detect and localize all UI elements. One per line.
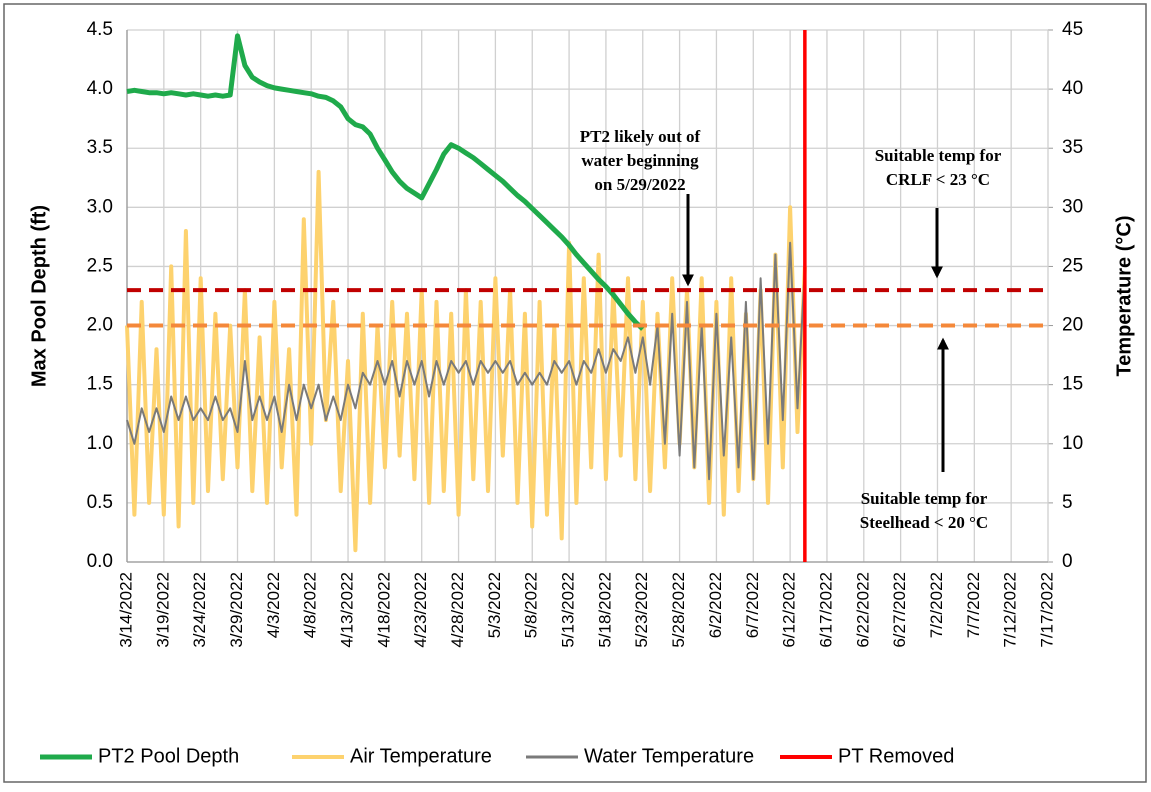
- y-tick-label: 2.0: [87, 315, 113, 336]
- x-tick-label: 6/12/2022: [780, 572, 799, 648]
- y-tick-label: 0.0: [87, 551, 113, 572]
- x-tick-label: 6/17/2022: [816, 572, 835, 648]
- legend: PT2 Pool Depth Air Temperature Water Tempe…: [40, 745, 954, 767]
- annotation: Suitable temp for: [875, 146, 1002, 165]
- y-tick-label: 4.5: [87, 19, 113, 40]
- annotation: PT2 likely out of: [580, 127, 701, 146]
- x-tick-label: 3/14/2022: [116, 572, 135, 648]
- x-tick-label: 4/3/2022: [264, 572, 283, 638]
- x-tick-label: 4/23/2022: [411, 572, 430, 648]
- y-tick-label: 3.0: [87, 196, 113, 217]
- legend-label: Water Temperature: [584, 745, 754, 767]
- x-tick-label: 5/13/2022: [559, 572, 578, 648]
- x-tick-label: 7/12/2022: [1001, 572, 1020, 648]
- x-tick-label: 4/18/2022: [374, 572, 393, 648]
- annotation: water beginning: [581, 151, 699, 170]
- x-tick-label: 4/8/2022: [301, 572, 320, 638]
- annotations: PT2 likely out of water beginning on 5/29/…: [580, 127, 1002, 532]
- x-tick-label: 4/13/2022: [338, 572, 357, 648]
- legend-label: PT Removed: [838, 745, 954, 767]
- y2-tick-label: 45: [1062, 19, 1083, 40]
- y2-tick-label: 5: [1062, 492, 1073, 513]
- x-tick-label: 5/3/2022: [485, 572, 504, 638]
- x-tick-label: 5/28/2022: [669, 572, 688, 648]
- x-tick-label: 3/19/2022: [153, 572, 172, 648]
- x-tick-label: 7/17/2022: [1037, 572, 1056, 648]
- x-tick-label: 3/29/2022: [227, 572, 246, 648]
- legend-label: Air Temperature: [350, 745, 492, 767]
- y-tick-label: 2.5: [87, 255, 113, 276]
- y-tick-label: 0.5: [87, 492, 113, 513]
- annotation: Suitable temp for: [861, 489, 988, 508]
- y-tick-label: 4.0: [87, 78, 113, 99]
- y2-tick-label: 40: [1062, 78, 1083, 99]
- x-tick-label: 6/27/2022: [890, 572, 909, 648]
- x-tick-label: 3/24/2022: [190, 572, 209, 648]
- y2-tick-label: 20: [1062, 315, 1083, 336]
- y2-tick-label: 35: [1062, 137, 1083, 158]
- x-tick-label: 4/28/2022: [448, 572, 467, 648]
- y2-tick-label: 30: [1062, 196, 1083, 217]
- annotation: CRLF < 23 °C: [886, 170, 990, 189]
- legend-label: PT2 Pool Depth: [98, 745, 239, 767]
- annotation: on 5/29/2022: [594, 175, 685, 194]
- y2-tick-label: 25: [1062, 255, 1083, 276]
- x-tick-label: 5/8/2022: [522, 572, 541, 638]
- y-tick-label: 1.0: [87, 433, 113, 454]
- y-tick-label: 3.5: [87, 137, 113, 158]
- y2-tick-label: 0: [1062, 551, 1073, 572]
- series-line: [126, 241, 806, 481]
- annotation: Steelhead < 20 °C: [860, 513, 988, 532]
- x-tick-label: 5/23/2022: [632, 572, 651, 648]
- y2-tick-label: 10: [1062, 433, 1083, 454]
- x-tick-label: 6/22/2022: [853, 572, 872, 648]
- x-tick-label: 7/7/2022: [964, 572, 983, 638]
- x-tick-label: 6/7/2022: [743, 572, 762, 638]
- y-tick-label: 1.5: [87, 374, 113, 395]
- x-tick-label: 6/2/2022: [706, 572, 725, 638]
- x-tick-label: 5/18/2022: [595, 572, 614, 648]
- y-axis-title: Max Pool Depth (ft): [28, 205, 50, 387]
- y2-tick-label: 15: [1062, 374, 1083, 395]
- grid: 0.0 0.5 1.0 1.5 2.0 2.5 3.0 3.5 4.0 4.5 0 5 10 15 20 25…: [87, 19, 1084, 648]
- plot: [125, 30, 1048, 562]
- x-tick-label: 7/2/2022: [927, 572, 946, 638]
- y2-axis-title: Temperature (°C): [1113, 216, 1135, 377]
- series-line: [126, 33, 645, 331]
